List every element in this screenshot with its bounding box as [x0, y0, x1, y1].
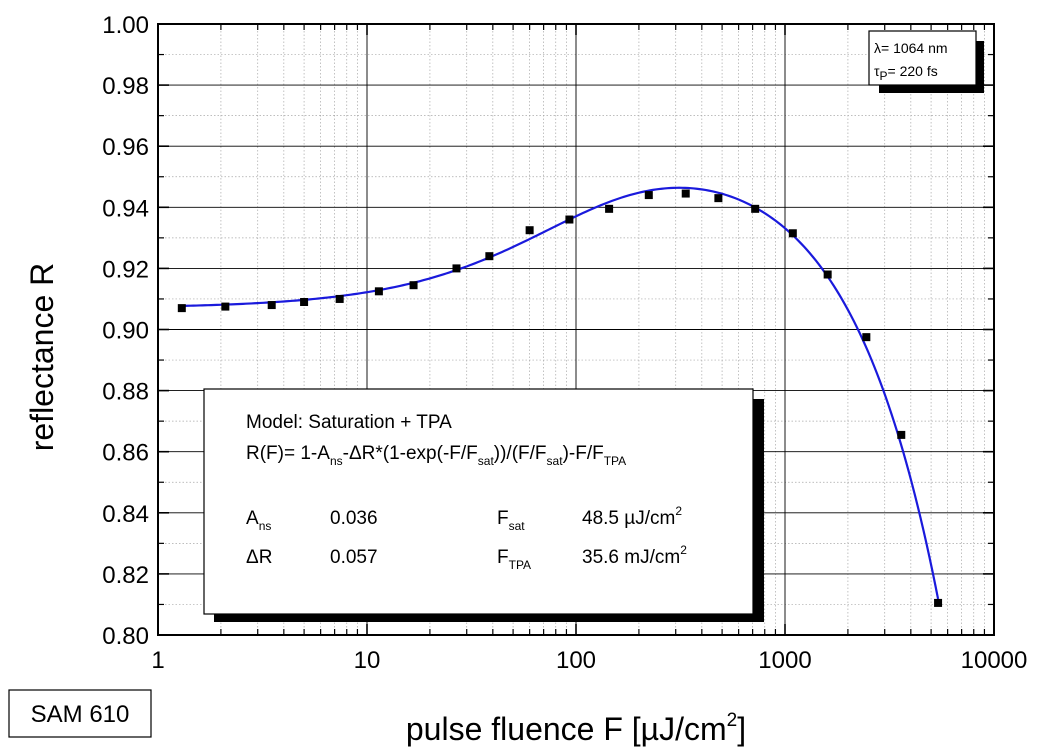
- y-tick-label: 0.88: [102, 379, 149, 406]
- x-axis-title: pulse fluence F [µJ/cm2]: [406, 710, 746, 747]
- param-ftpa-value: 35.6 mJ/cm2: [582, 543, 687, 568]
- y-axis-title: reflectance R: [24, 263, 60, 452]
- data-point: [897, 430, 906, 439]
- param-fsat-value: 48.5 µJ/cm2: [582, 504, 682, 529]
- data-point: [862, 333, 871, 342]
- axis-ticks: [157, 23, 995, 636]
- y-tick-labels: 0.80 0.82 0.84 0.86 0.88 0.90 0.92 0.94 0.96 0.98…: [102, 12, 149, 650]
- annotation-pulse-duration: τP= 220 fs: [874, 63, 938, 83]
- data-point: [485, 252, 494, 261]
- data-point: [374, 287, 383, 296]
- y-tick-label: 0.98: [102, 73, 149, 100]
- data-point: [300, 298, 309, 306]
- x-tick-label: 10000: [961, 647, 1028, 674]
- data-point: [823, 270, 832, 279]
- data-point: [644, 191, 653, 200]
- annotation-wavelength: λ= 1064 nm: [874, 40, 948, 56]
- x-tick-labels: 1 10 100 1000 10000: [151, 647, 1027, 674]
- data-points: [177, 189, 943, 607]
- param-dr-name: ΔR: [246, 547, 272, 568]
- fit-parameter-box: Model: Saturation + TPA R(F)= 1-Ans-ΔR*(…: [203, 388, 764, 622]
- x-tick-label: 100: [556, 647, 596, 674]
- y-tick-label: 1.00: [102, 12, 149, 39]
- y-tick-label: 0.80: [102, 623, 149, 650]
- data-point: [409, 281, 418, 290]
- x-tick-label: 1: [151, 647, 164, 674]
- data-point: [751, 204, 760, 213]
- sample-tag: SAM 610: [8, 689, 152, 738]
- y-tick-label: 0.82: [102, 562, 149, 589]
- data-point: [267, 301, 276, 310]
- data-point: [714, 194, 723, 203]
- param-dr-value: 0.057: [330, 547, 378, 568]
- y-tick-label: 0.96: [102, 134, 149, 161]
- data-point: [681, 189, 690, 198]
- data-point: [605, 204, 614, 213]
- y-tick-label: 0.86: [102, 440, 149, 467]
- model-title: Model: Saturation + TPA: [246, 412, 452, 433]
- y-tick-label: 0.92: [102, 256, 149, 283]
- data-point: [335, 294, 344, 303]
- x-tick-label: 10: [354, 647, 381, 674]
- y-tick-label: 0.94: [102, 195, 149, 222]
- y-tick-label: 0.90: [102, 318, 149, 345]
- data-point: [177, 304, 186, 313]
- data-point: [221, 302, 230, 311]
- data-point: [452, 264, 461, 273]
- model-formula: R(F)= 1-Ans-ΔR*(1-exp(-F/Fsat))/(F/Fsat)…: [246, 443, 626, 468]
- data-point: [934, 598, 943, 607]
- data-point: [788, 229, 797, 238]
- sample-tag-label: SAM 610: [31, 701, 130, 728]
- x-tick-label: 1000: [758, 647, 811, 674]
- param-ans-name: Ans: [246, 508, 271, 533]
- data-point: [565, 215, 574, 224]
- y-tick-label: 0.84: [102, 501, 149, 528]
- param-fsat-name: Fsat: [497, 508, 525, 533]
- param-ans-value: 0.036: [330, 508, 378, 529]
- data-point: [525, 226, 534, 235]
- annotation-box: λ= 1064 nm τP= 220 fs: [868, 30, 984, 93]
- param-ftpa-name: FTPA: [497, 547, 531, 572]
